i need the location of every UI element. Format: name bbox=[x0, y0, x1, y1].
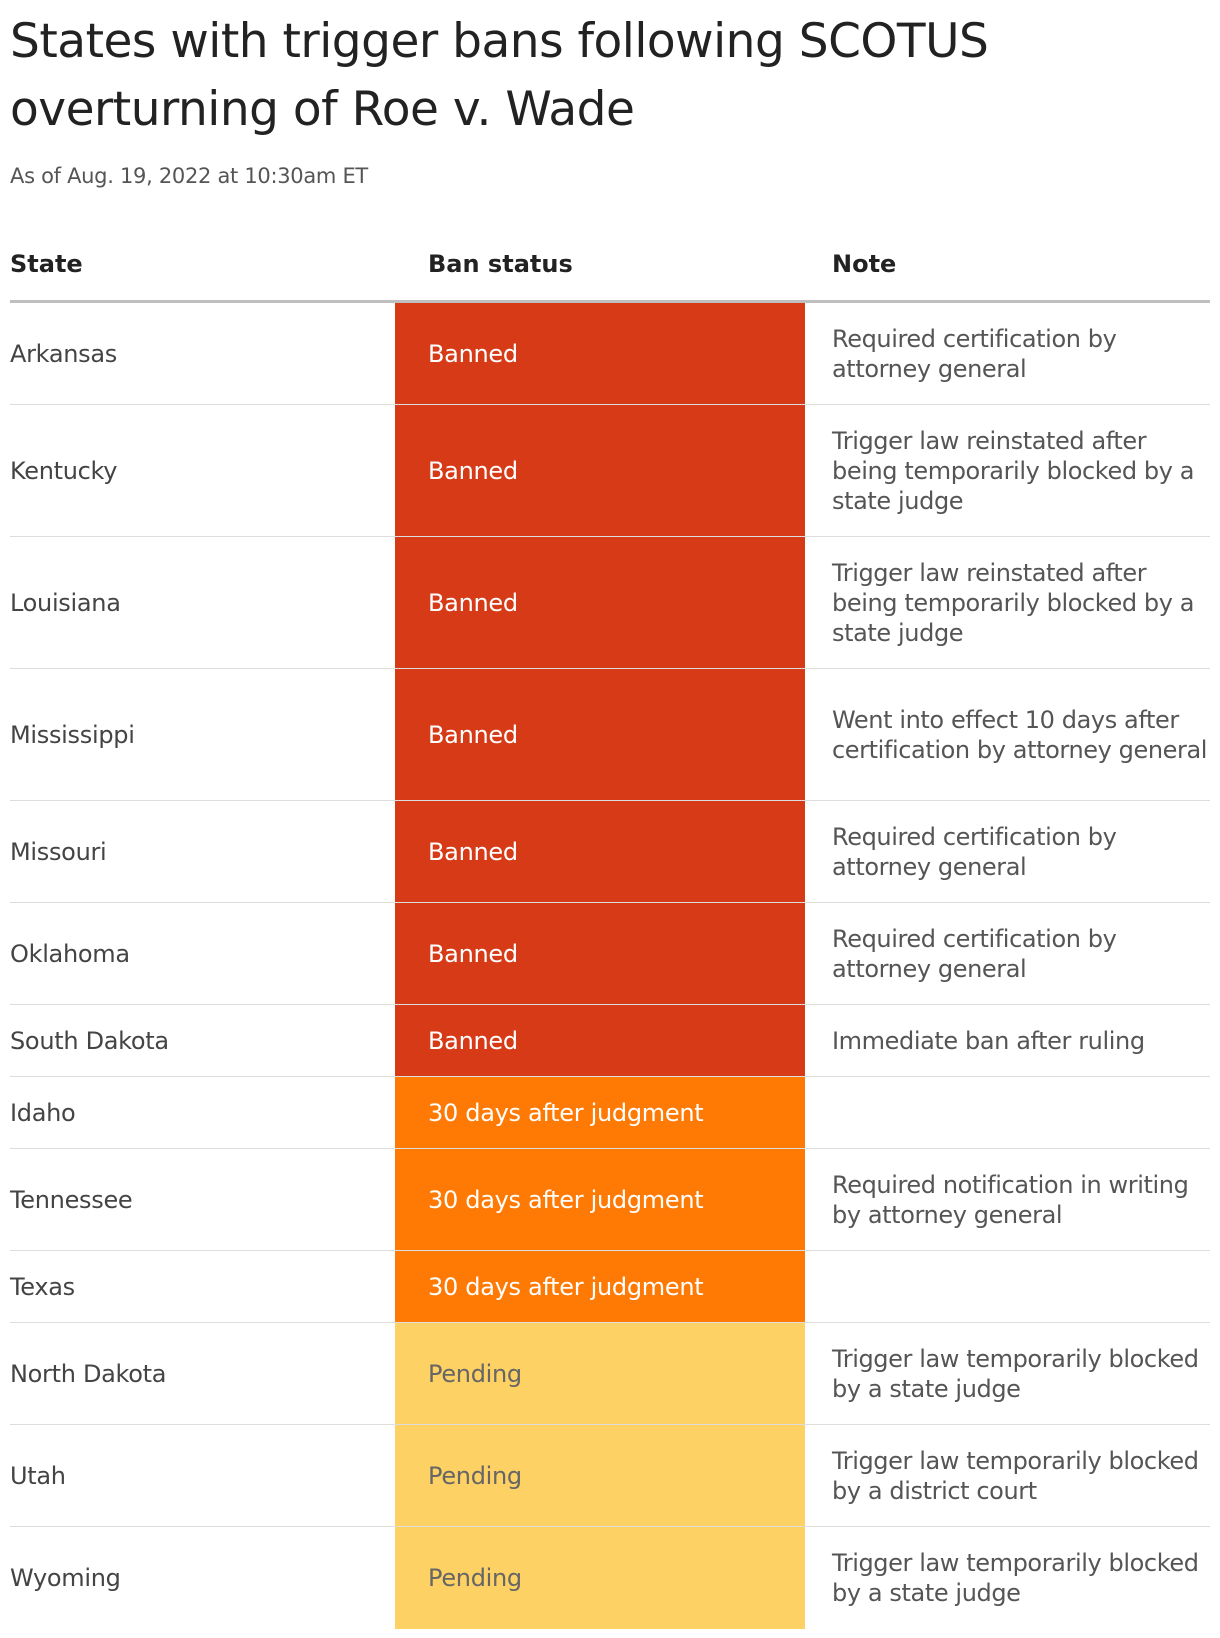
ban-status-cell: Banned bbox=[395, 801, 805, 903]
ban-status-cell: Banned bbox=[395, 669, 805, 801]
column-header-note: Note bbox=[832, 250, 897, 278]
note-cell: Immediate ban after ruling bbox=[832, 1027, 1145, 1055]
ban-status-cell: 30 days after judgment bbox=[395, 1149, 805, 1251]
state-cell: Missouri bbox=[10, 838, 107, 866]
table-row: Arkansas Banned Required certification by … bbox=[10, 303, 1210, 405]
state-cell: Mississippi bbox=[10, 721, 135, 749]
ban-status-cell: Banned bbox=[395, 1005, 805, 1077]
state-cell: Oklahoma bbox=[10, 940, 130, 968]
note-cell: Required certification by attorney gener… bbox=[832, 823, 1117, 881]
ban-status-cell: Pending bbox=[395, 1527, 805, 1629]
table-row: Idaho 30 days after judgment bbox=[10, 1077, 1210, 1149]
row-divider bbox=[10, 1322, 1210, 1323]
ban-status-cell: 30 days after judgment bbox=[395, 1251, 805, 1323]
row-divider bbox=[10, 668, 1210, 669]
state-cell: Utah bbox=[10, 1462, 66, 1490]
note-cell: Trigger law temporarily blocked by a sta… bbox=[832, 1345, 1199, 1403]
table-row: Louisiana Banned Trigger law reinstated af… bbox=[10, 537, 1210, 669]
table-row: South Dakota Banned Immediate ban after ru… bbox=[10, 1005, 1210, 1077]
ban-status-cell: Banned bbox=[395, 303, 805, 405]
row-divider bbox=[10, 1076, 1210, 1077]
note-cell: Trigger law reinstated after being tempo… bbox=[832, 559, 1195, 647]
row-divider bbox=[10, 1526, 1210, 1527]
table-row: North Dakota Pending Trigger law temporari… bbox=[10, 1323, 1210, 1425]
column-header-ban-status: Ban status bbox=[428, 250, 573, 278]
note-cell bbox=[832, 1077, 1210, 1149]
row-divider bbox=[10, 902, 1210, 903]
note-cell bbox=[832, 1251, 1210, 1323]
state-cell: Louisiana bbox=[10, 589, 121, 617]
ban-status-cell: 30 days after judgment bbox=[395, 1077, 805, 1149]
note-cell: Trigger law temporarily blocked by a sta… bbox=[832, 1549, 1199, 1607]
table-row: Mississippi Banned Went into effect 10 day… bbox=[10, 669, 1210, 801]
table-row: Oklahoma Banned Required certification by … bbox=[10, 903, 1210, 1005]
chart-subtitle: As of Aug. 19, 2022 at 10:30am ET bbox=[10, 164, 368, 188]
row-divider bbox=[10, 536, 1210, 537]
row-divider bbox=[10, 404, 1210, 405]
ban-status-cell: Pending bbox=[395, 1425, 805, 1527]
column-header-state: State bbox=[10, 250, 83, 278]
note-cell: Required certification by attorney gener… bbox=[832, 325, 1117, 383]
state-cell: North Dakota bbox=[10, 1360, 167, 1388]
note-cell: Required notification in writing by atto… bbox=[832, 1171, 1189, 1229]
table-row: Tennessee 30 days after judgment Required … bbox=[10, 1149, 1210, 1251]
table-row: Kentucky Banned Trigger law reinstated aft… bbox=[10, 405, 1210, 537]
note-cell: Trigger law temporarily blocked by a dis… bbox=[832, 1447, 1199, 1505]
state-cell: Arkansas bbox=[10, 340, 117, 368]
row-divider bbox=[10, 1250, 1210, 1251]
row-divider bbox=[10, 1424, 1210, 1425]
note-cell: Went into effect 10 days after certifica… bbox=[832, 706, 1208, 764]
table-row: Texas 30 days after judgment bbox=[10, 1251, 1210, 1323]
state-cell: South Dakota bbox=[10, 1027, 169, 1055]
state-cell: Kentucky bbox=[10, 457, 118, 485]
table-row: Utah Pending Trigger law temporarily block… bbox=[10, 1425, 1210, 1527]
ban-status-cell: Banned bbox=[395, 537, 805, 669]
ban-status-cell: Pending bbox=[395, 1323, 805, 1425]
row-divider bbox=[10, 1004, 1210, 1005]
state-cell: Wyoming bbox=[10, 1564, 121, 1592]
state-cell: Tennessee bbox=[10, 1186, 133, 1214]
note-cell: Required certification by attorney gener… bbox=[832, 925, 1117, 983]
table-row: Wyoming Pending Trigger law temporarily bl… bbox=[10, 1527, 1210, 1629]
ban-status-cell: Banned bbox=[395, 405, 805, 537]
header-divider bbox=[10, 300, 1210, 303]
ban-status-cell: Banned bbox=[395, 903, 805, 1005]
state-cell: Texas bbox=[10, 1273, 75, 1301]
row-divider bbox=[10, 800, 1210, 801]
state-cell: Idaho bbox=[10, 1099, 76, 1127]
table-row: Missouri Banned Required certification by … bbox=[10, 801, 1210, 903]
row-divider bbox=[10, 1148, 1210, 1149]
chart-title: States with trigger bans following SCOTU… bbox=[10, 14, 989, 137]
note-cell: Trigger law reinstated after being tempo… bbox=[832, 427, 1195, 515]
